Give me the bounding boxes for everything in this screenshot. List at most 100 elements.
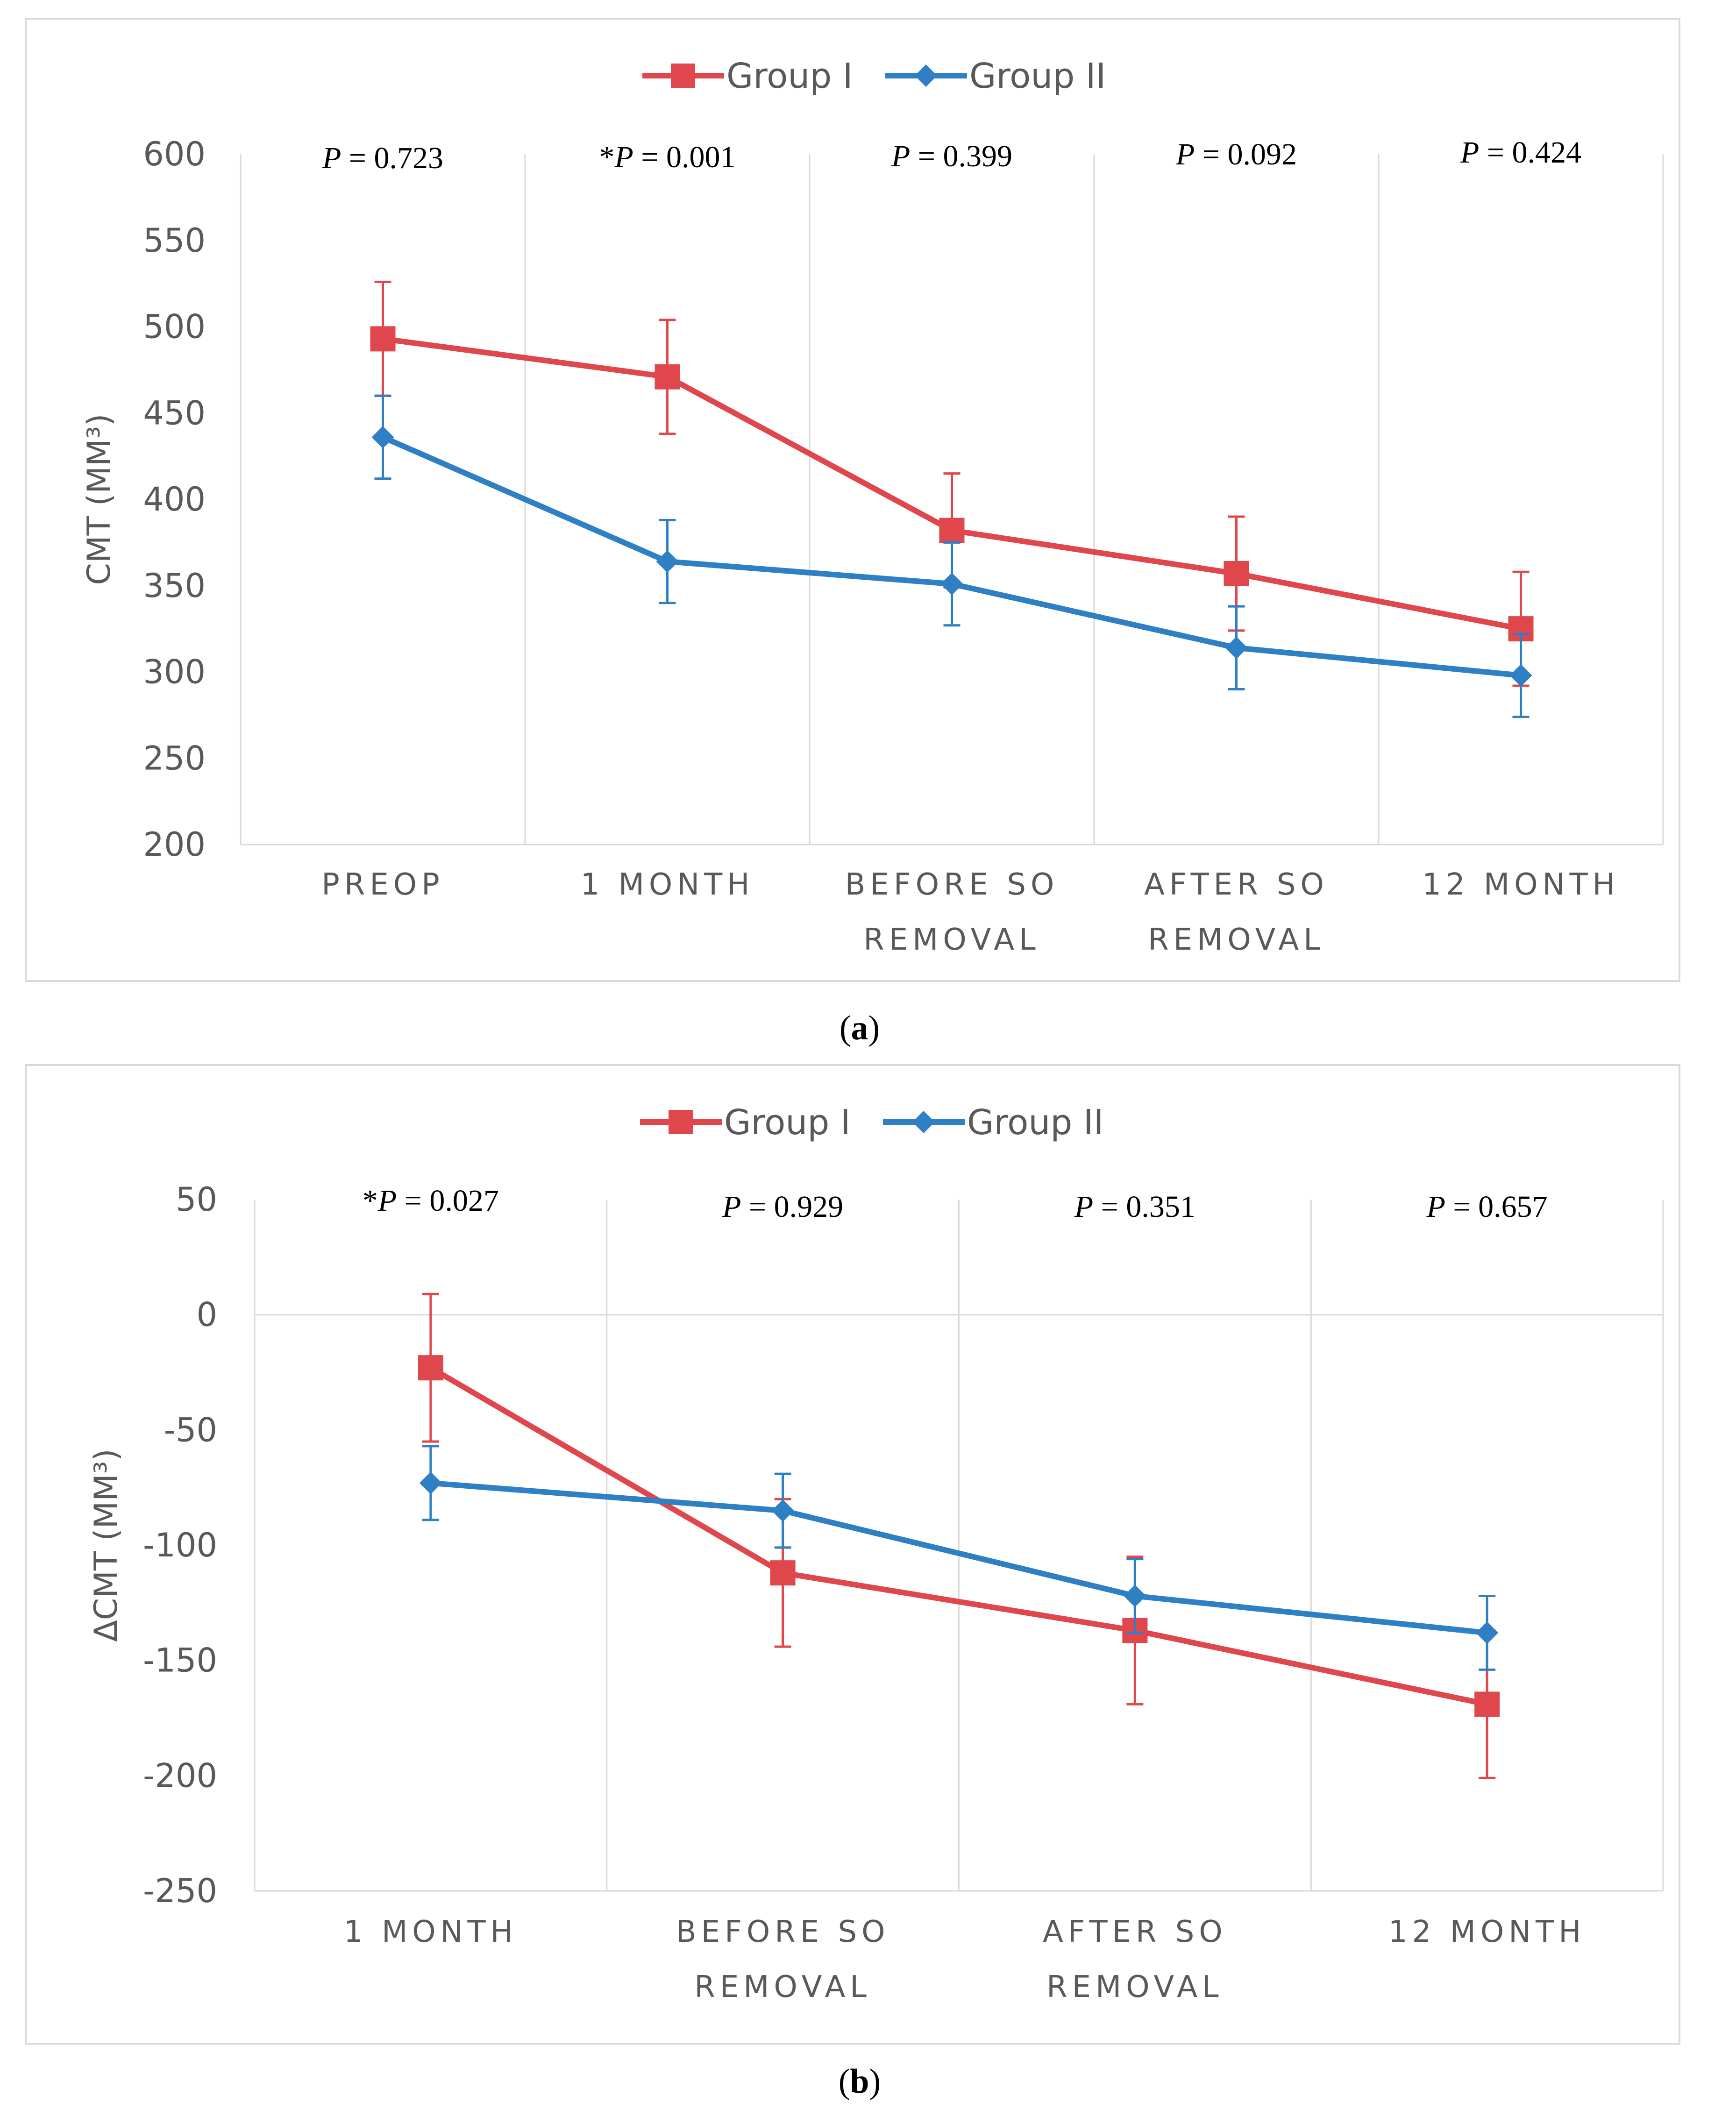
p-value-number: = 0.657 (1445, 1190, 1548, 1224)
p-value-number: = 0.399 (910, 139, 1012, 173)
p-value-number: = 0.092 (1195, 137, 1297, 171)
x-category-label: PREOP (321, 867, 444, 902)
caption-letter: b (850, 2062, 869, 2101)
x-category-label: REMOVAL (1148, 923, 1325, 957)
panel-caption: (a) (840, 1009, 880, 1047)
data-point-diamond (940, 573, 963, 596)
data-point-diamond (371, 426, 394, 448)
x-category-label: REMOVAL (1046, 1970, 1224, 2004)
legend-label: Group I (724, 1102, 851, 1143)
series-line (429, 1365, 1488, 1707)
p-value-symbol: P (722, 1190, 741, 1224)
x-category-label: BEFORE SO (676, 1915, 890, 1949)
chart-frame (25, 18, 1680, 982)
p-value-symbol: P (614, 140, 633, 174)
caption-paren: ( (840, 1009, 851, 1047)
data-point-square (939, 518, 965, 543)
caption-paren: ) (869, 2062, 881, 2101)
y-tick-label: 0 (196, 1296, 217, 1334)
data-point-diamond (771, 1499, 794, 1522)
x-category-label: AFTER SO (1043, 1915, 1227, 1949)
p-value-symbol: P (377, 1184, 397, 1218)
y-axis-title: CMT (MM³) (81, 414, 118, 585)
p-value-annotation: P = 0.929 (722, 1190, 843, 1224)
p-value-symbol: P (1460, 135, 1479, 170)
x-category-label: BEFORE SO (845, 867, 1059, 902)
x-category-label: REMOVAL (694, 1970, 871, 2004)
data-point-square (370, 326, 396, 352)
x-category-label: 1 MONTH (581, 867, 754, 902)
data-point-diamond (656, 550, 679, 573)
y-tick-label: 600 (143, 135, 206, 173)
p-value-annotation: *P = 0.027 (363, 1184, 499, 1218)
y-axis-title: ΔCMT (MM³) (88, 1449, 125, 1641)
y-tick-label: -150 (143, 1641, 217, 1680)
data-point-square (655, 364, 680, 390)
x-category-label: 12 MONTH (1422, 867, 1619, 902)
panel-caption: (b) (839, 2062, 881, 2101)
p-value-star: * (363, 1184, 378, 1218)
p-value-annotation: P = 0.399 (891, 139, 1012, 173)
series-line (430, 1480, 1487, 1636)
legend-marker-square (669, 1110, 693, 1134)
series-group-2 (419, 1445, 1499, 1671)
data-point-diamond (419, 1471, 442, 1494)
data-point-square (1224, 561, 1249, 586)
legend-label: Group I (726, 56, 853, 96)
p-value-number: = 0.424 (1479, 135, 1581, 170)
p-value-number: = 0.351 (1093, 1190, 1195, 1224)
x-category-label: 1 MONTH (344, 1915, 518, 1949)
data-point-diamond (1124, 1584, 1146, 1607)
caption-letter: a (851, 1009, 868, 1047)
p-value-symbol: P (1426, 1190, 1445, 1224)
y-tick-label: 300 (143, 653, 206, 691)
p-value-annotation: P = 0.723 (322, 141, 443, 175)
p-value-number: = 0.723 (341, 141, 443, 175)
p-value-annotation: P = 0.351 (1074, 1190, 1195, 1224)
y-tick-label: -50 (164, 1411, 217, 1449)
p-value-number: = 0.001 (633, 140, 736, 174)
p-value-annotation: P = 0.424 (1460, 135, 1581, 170)
legend-label: Group II (969, 56, 1106, 96)
x-category-label: AFTER SO (1144, 867, 1329, 902)
chart-panel-a: 200 250 300 350 400 450 500 550 600 CMT (MM³) PREO… (25, 18, 1680, 982)
caption-paren: ) (868, 1009, 880, 1047)
data-point-diamond (1509, 664, 1532, 687)
y-tick-label: 200 (143, 825, 206, 864)
y-tick-label: 400 (143, 480, 206, 519)
legend: Group I Group II (640, 1102, 1103, 1143)
caption-paren: ( (839, 2062, 850, 2101)
data-point-diamond (1476, 1621, 1499, 1644)
data-point-square (418, 1355, 443, 1381)
y-tick-label: 250 (143, 739, 206, 777)
y-tick-label: -100 (143, 1526, 217, 1564)
p-value-star: * (599, 140, 614, 174)
legend: Group I Group II (642, 56, 1106, 96)
data-point-square (1474, 1691, 1500, 1717)
legend-marker-diamond (912, 1111, 935, 1133)
p-value-annotation: P = 0.092 (1175, 137, 1297, 171)
y-tick-label: -200 (143, 1756, 217, 1795)
legend-label: Group II (967, 1102, 1103, 1143)
chart-frame (25, 1064, 1680, 2045)
y-tick-label: 550 (143, 221, 206, 260)
chart-panel-b: -250 -200 -150 -100 -50 0 50 ΔCMT (MM³) 1 MONTH B… (25, 1064, 1680, 2045)
p-value-symbol: P (891, 139, 910, 173)
y-tick-label: 500 (143, 308, 206, 346)
data-point-diamond (1225, 636, 1248, 659)
p-value-symbol: P (1074, 1190, 1093, 1224)
p-value-annotation: P = 0.657 (1426, 1190, 1548, 1224)
x-category-label: 12 MONTH (1388, 1915, 1586, 1949)
x-category-label: REMOVAL (863, 923, 1040, 957)
p-value-symbol: P (1175, 137, 1195, 171)
p-value-number: = 0.027 (397, 1184, 499, 1218)
p-value-number: = 0.929 (741, 1190, 843, 1224)
p-value-symbol: P (322, 141, 341, 175)
data-point-square (770, 1560, 796, 1586)
y-tick-label: 350 (143, 567, 206, 605)
y-tick-label: 50 (176, 1180, 217, 1219)
series-group-2 (371, 394, 1532, 718)
legend-marker-diamond (915, 64, 937, 87)
y-tick-label: -250 (143, 1872, 217, 1910)
